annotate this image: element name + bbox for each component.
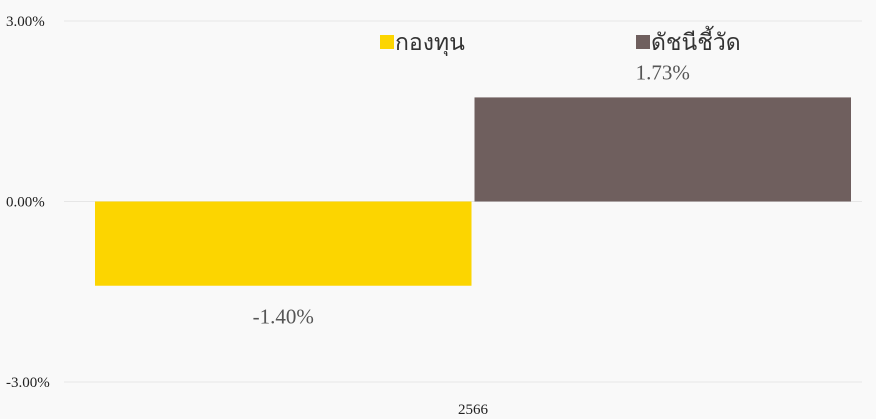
legend-label: กองทุน [395, 30, 465, 56]
y-tick-label: 0.00% [6, 195, 45, 211]
legend-swatch [636, 35, 650, 49]
y-tick-label: 3.00% [6, 14, 45, 30]
x-category-label: 2566 [458, 402, 489, 418]
bar-1 [95, 201, 472, 286]
legend-label: ดัชนีชี้วัด [651, 26, 741, 55]
data-label: 1.73% [636, 60, 690, 84]
y-tick-label: -3.00% [6, 375, 50, 391]
data-label: -1.40% [253, 305, 314, 329]
legend-swatch [380, 35, 394, 49]
bar-2 [474, 97, 851, 202]
